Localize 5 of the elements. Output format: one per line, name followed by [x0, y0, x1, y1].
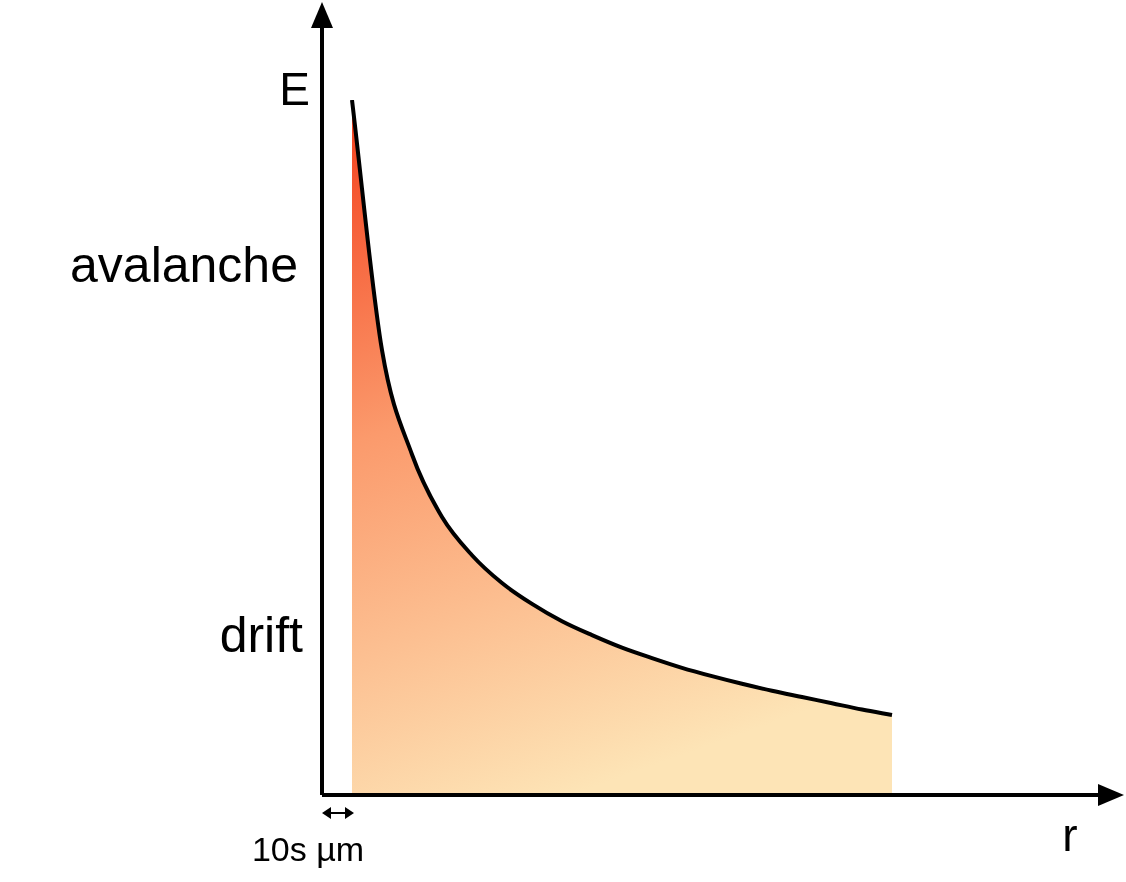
y-axis-title: E — [279, 62, 310, 115]
text: avalanche — [70, 236, 298, 293]
text: 10s µm — [251, 830, 365, 869]
text: drift — [219, 606, 304, 663]
x-axis-title: r — [1062, 808, 1078, 861]
